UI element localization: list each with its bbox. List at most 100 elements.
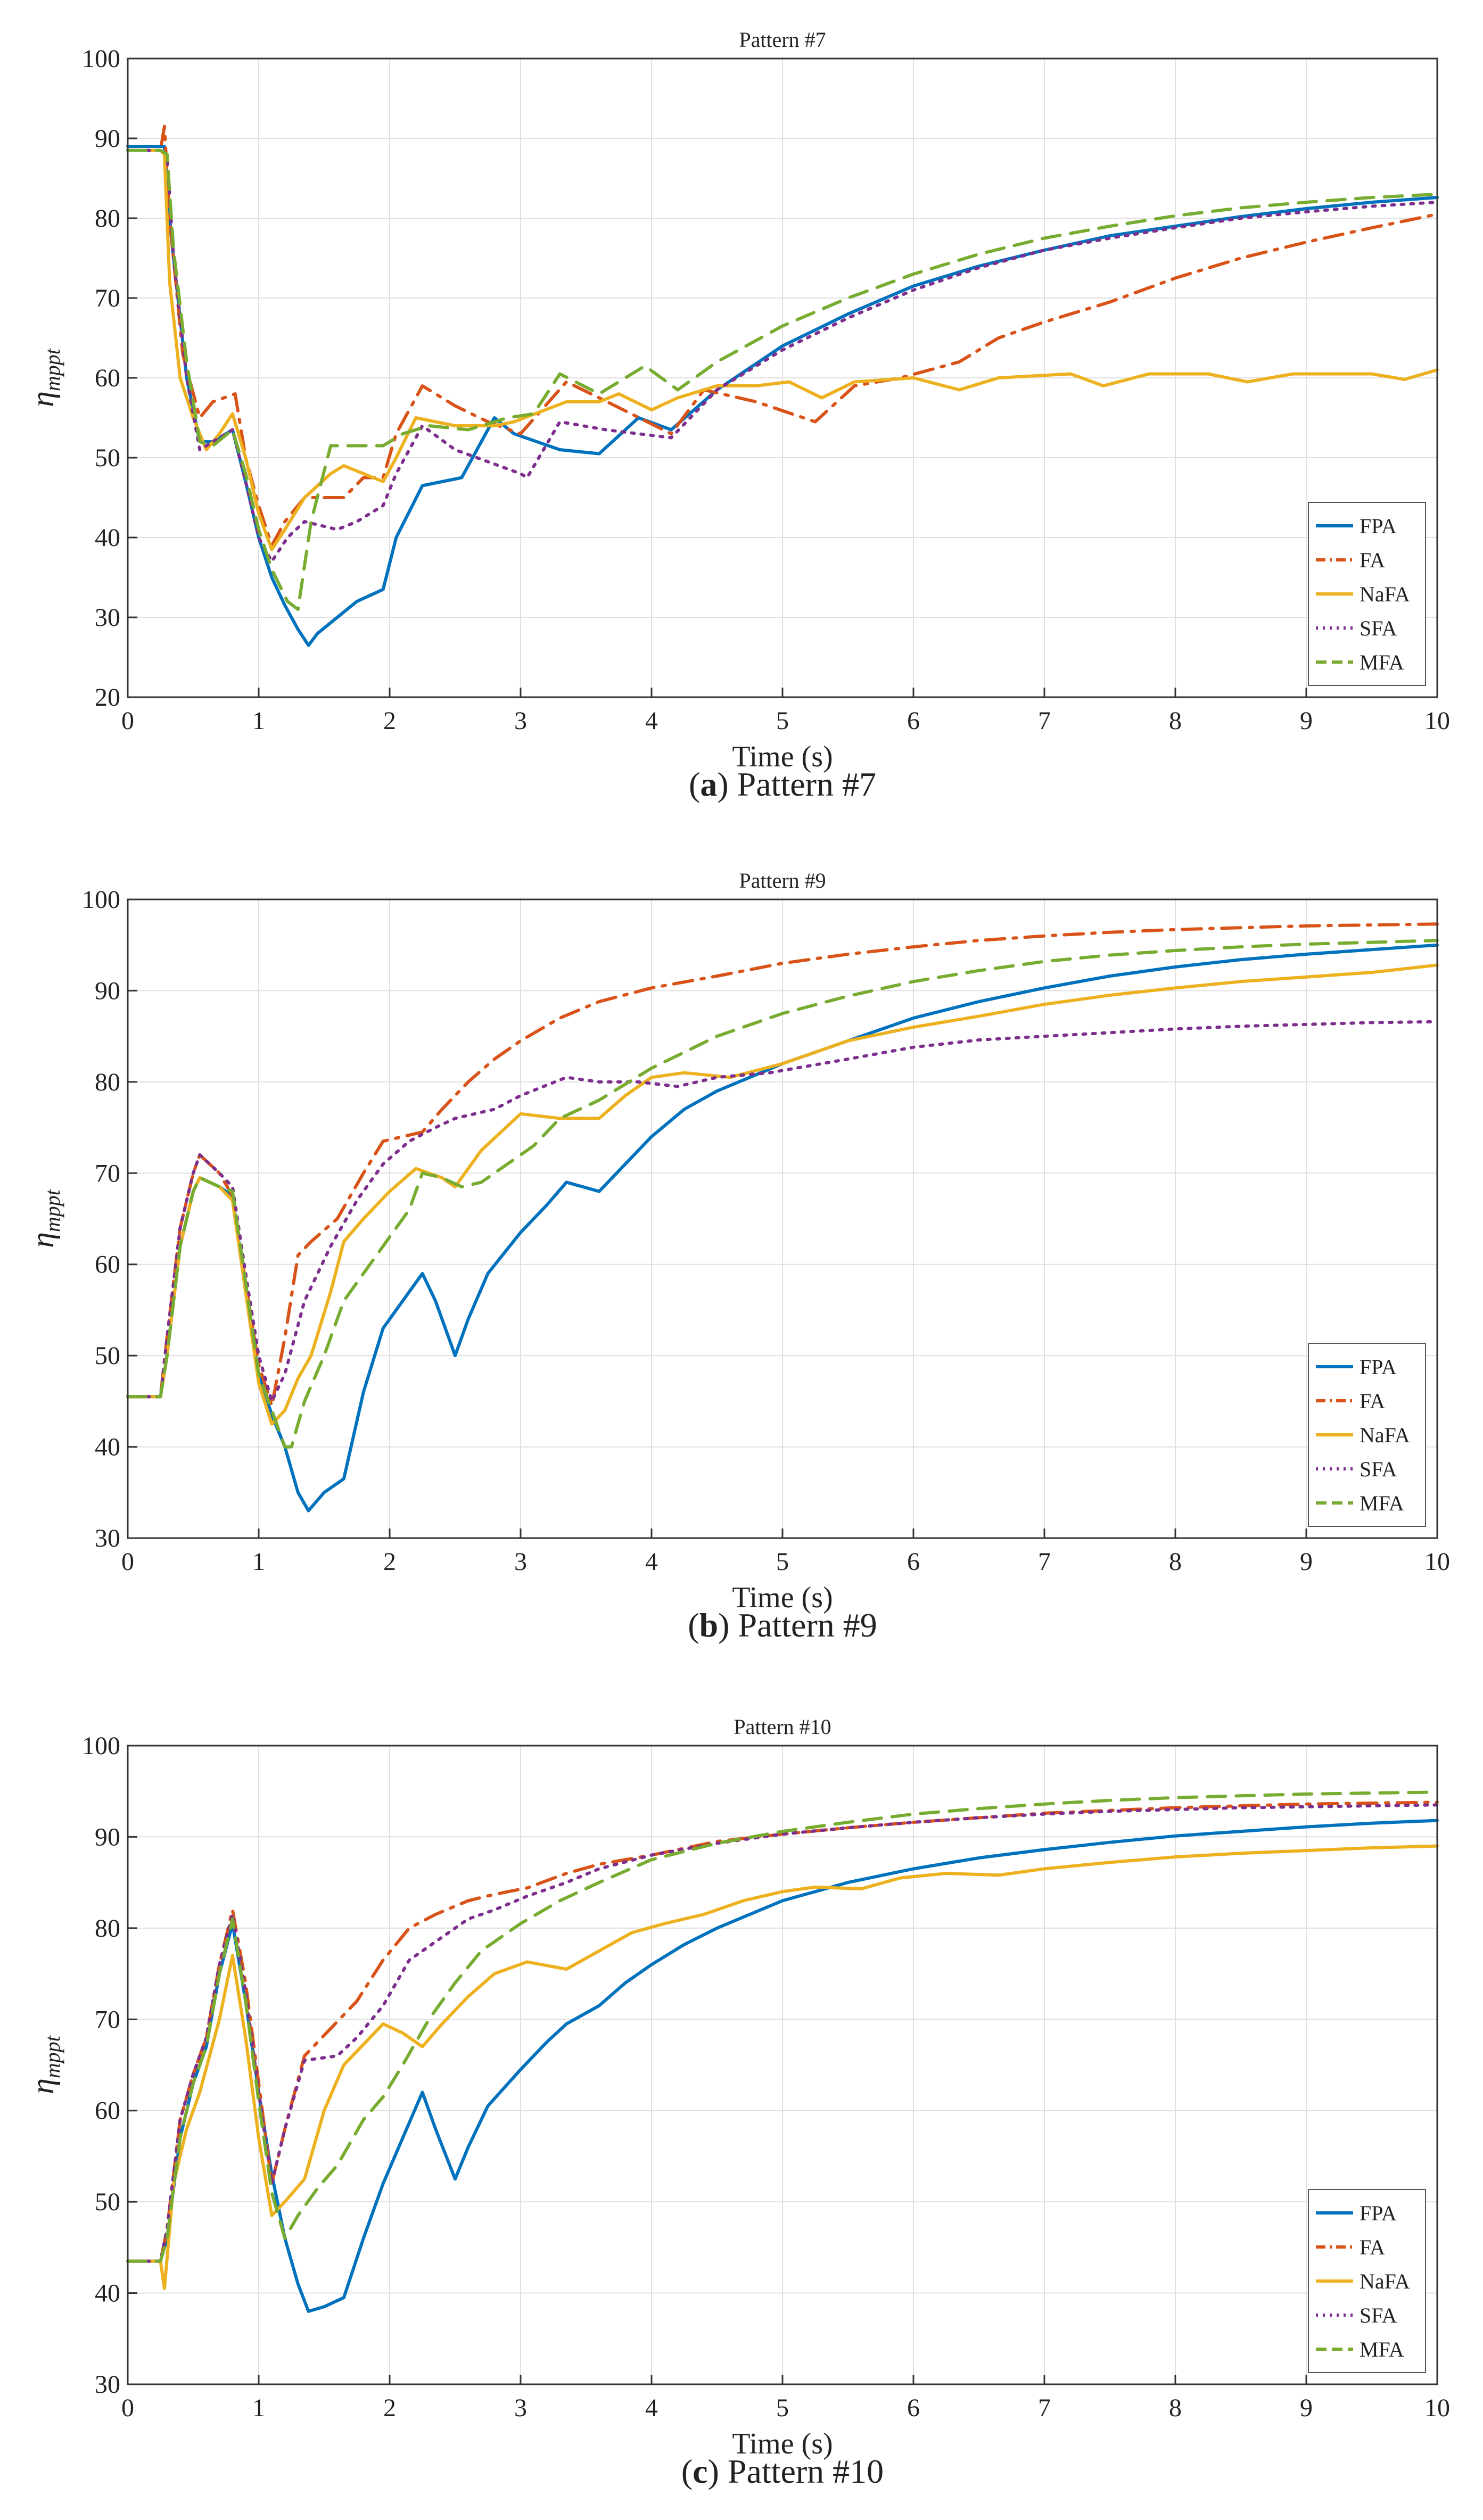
series-line-fa (126, 1800, 1439, 2263)
x-tick-label: 3 (514, 2394, 527, 2422)
caption-paren-close: ) (718, 1606, 738, 1644)
y-axis-label-subscript: mppt (40, 2035, 64, 2078)
figure-caption: (c) Pattern #10 (681, 2452, 884, 2490)
x-tick-label: 7 (1038, 707, 1051, 735)
y-tick-label: 80 (95, 204, 120, 233)
caption-text: Pattern #10 (728, 2452, 884, 2490)
x-tick-label: 6 (907, 2394, 920, 2422)
legend-label-nafa: NaFA (1360, 1423, 1410, 1447)
y-tick-label: 50 (95, 444, 120, 472)
y-tick-label: 50 (95, 1342, 120, 1370)
x-tick-label: 9 (1300, 707, 1313, 735)
caption-text: Pattern #9 (738, 1606, 877, 1644)
caption-letter: c (693, 2452, 707, 2490)
y-axis-label-subscript: mppt (40, 1189, 64, 1232)
x-tick-label: 1 (252, 707, 265, 735)
legend-label-fpa: FPA (1360, 2201, 1397, 2225)
figure-caption: (b) Pattern #9 (688, 1606, 877, 1644)
x-tick-label: 5 (776, 1548, 789, 1576)
y-tick-label: 100 (82, 45, 120, 73)
chart-title: Pattern #7 (739, 28, 826, 52)
legend-label-fpa: FPA (1360, 514, 1397, 538)
y-tick-label: 90 (95, 125, 120, 153)
y-tick-label: 40 (95, 524, 120, 552)
y-tick-label: 30 (95, 1524, 120, 1552)
y-tick-label: 80 (95, 1068, 120, 1096)
y-tick-label: 30 (95, 2370, 120, 2399)
y-tick-label: 60 (95, 364, 120, 392)
y-tick-label: 60 (95, 2097, 120, 2125)
y-axis-label-symbol: η (25, 2078, 60, 2094)
y-tick-label: 70 (95, 284, 120, 312)
chart-title: Pattern #10 (734, 1715, 831, 1739)
y-tick-label: 20 (95, 683, 120, 712)
x-tick-label: 9 (1300, 2394, 1313, 2422)
caption-paren-open: ( (688, 1606, 699, 1644)
series-line-mfa (126, 1790, 1439, 2263)
y-tick-label: 90 (95, 1823, 120, 1851)
series-line-sfa (126, 1020, 1439, 1403)
y-tick-label: 60 (95, 1251, 120, 1279)
y-axis-label-subscript: mppt (40, 348, 64, 391)
x-tick-label: 0 (121, 2394, 134, 2422)
x-tick-label: 4 (645, 1548, 658, 1576)
x-tick-label: 9 (1300, 1548, 1313, 1576)
x-tick-label: 6 (907, 707, 920, 735)
x-tick-label: 6 (907, 1548, 920, 1576)
caption-paren-open: ( (689, 765, 700, 803)
x-tick-label: 7 (1038, 2394, 1051, 2422)
legend-label-mfa: MFA (1360, 1491, 1404, 1515)
legend-label-nafa: NaFA (1360, 2269, 1410, 2293)
x-axis-label: Time (s) (732, 740, 833, 773)
legend-label-fa: FA (1360, 1389, 1385, 1413)
x-tick-label: 2 (383, 1548, 396, 1576)
legend-label-mfa: MFA (1360, 650, 1404, 674)
x-tick-label: 2 (383, 707, 396, 735)
x-tick-label: 1 (252, 2394, 265, 2422)
caption-paren-open: ( (681, 2452, 693, 2490)
legend-label-fpa: FPA (1360, 1355, 1397, 1379)
y-tick-label: 100 (82, 1732, 120, 1760)
caption-letter: a (700, 765, 717, 803)
y-tick-label: 90 (95, 977, 120, 1005)
y-tick-label: 50 (95, 2188, 120, 2216)
x-tick-label: 10 (1424, 2394, 1450, 2422)
y-tick-label: 80 (95, 1914, 120, 1943)
series-line-nafa (126, 1844, 1439, 2290)
legend-label-sfa: SFA (1360, 616, 1397, 640)
x-tick-label: 8 (1169, 707, 1182, 735)
x-tick-label: 3 (514, 1548, 527, 1576)
legend-label-sfa: SFA (1360, 1457, 1397, 1481)
legend: FPA FA NaFA SFA MFA (1308, 2189, 1426, 2373)
y-tick-label: 40 (95, 2279, 120, 2308)
series-line-nafa (126, 148, 1439, 551)
legend: FPA FA NaFA SFA MFA (1308, 1343, 1426, 1527)
series-line-fa (126, 125, 1439, 547)
y-axis-label: ηmppt (25, 348, 64, 407)
y-tick-label: 100 (82, 886, 120, 914)
caption-paren-close: ) (717, 765, 737, 803)
caption-letter: b (699, 1606, 719, 1644)
caption-paren-close: ) (708, 2452, 728, 2490)
legend-label-mfa: MFA (1360, 2337, 1404, 2361)
y-axis-label-symbol: η (25, 1232, 60, 1248)
legend-label-nafa: NaFA (1360, 582, 1410, 606)
x-tick-label: 0 (121, 1548, 134, 1576)
chart-panel-1: 0 1 2 3 4 5 6 7 8 9 10 20 30 40 50 60 70 80 90 100 Pattern #… (25, 28, 1450, 803)
y-axis-label: ηmppt (25, 1189, 64, 1248)
y-axis-label: ηmppt (25, 2035, 64, 2094)
y-tick-label: 30 (95, 604, 120, 632)
chart-panel-3: 0 1 2 3 4 5 6 7 8 9 10 30 40 50 60 70 80 90 100 Pattern #10… (25, 1715, 1450, 2490)
chart-title: Pattern #9 (739, 869, 826, 893)
legend-label-fa: FA (1360, 2235, 1385, 2259)
x-axis-label: Time (s) (732, 2427, 833, 2460)
series-line-mfa (126, 148, 1439, 611)
x-tick-label: 4 (645, 707, 658, 735)
y-axis-label-symbol: η (25, 391, 60, 407)
series-line-fa (126, 922, 1439, 1408)
x-tick-label: 10 (1424, 707, 1450, 735)
legend: FPA FA NaFA SFA MFA (1308, 502, 1426, 686)
y-tick-label: 70 (95, 2005, 120, 2034)
